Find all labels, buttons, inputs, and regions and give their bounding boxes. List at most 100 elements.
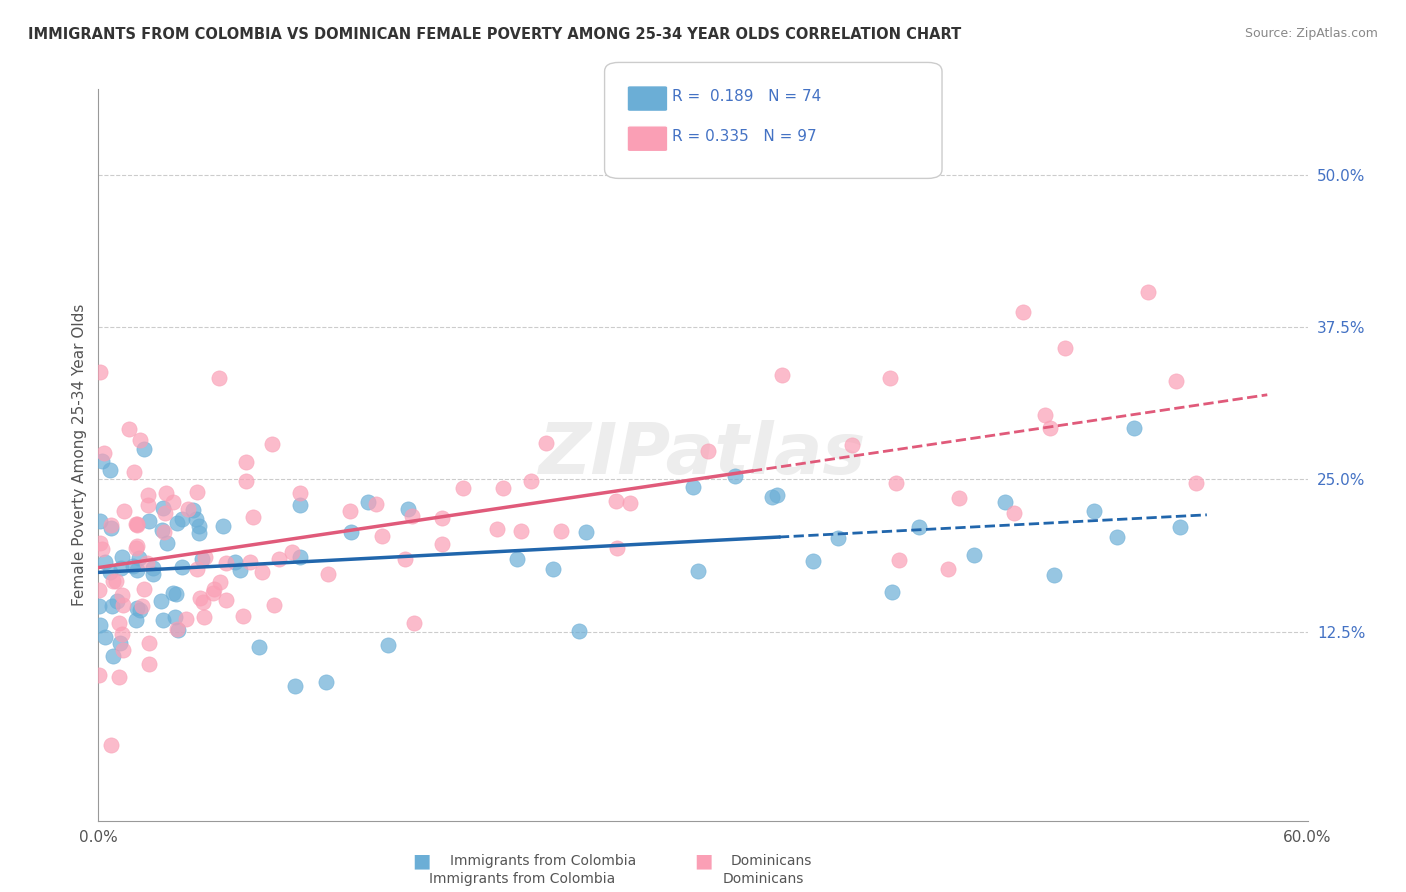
Dominicans xyxy=(207,370,229,384)
Immigrants from Colombia xyxy=(181,503,204,517)
Immigrants from Colombia xyxy=(98,463,121,477)
Immigrants from Colombia xyxy=(1107,530,1129,544)
Dominicans xyxy=(136,488,159,502)
Dominicans xyxy=(267,552,290,566)
Dominicans xyxy=(263,599,285,613)
Dominicans xyxy=(174,612,197,626)
Dominicans xyxy=(132,582,155,596)
Dominicans xyxy=(401,508,423,523)
Immigrants from Colombia xyxy=(568,624,591,638)
Immigrants from Colombia xyxy=(142,567,165,582)
Immigrants from Colombia xyxy=(190,551,212,566)
Immigrants from Colombia xyxy=(211,519,233,533)
Dominicans xyxy=(107,670,129,684)
Dominicans xyxy=(122,465,145,479)
Dominicans xyxy=(394,551,416,566)
Dominicans xyxy=(103,574,125,588)
Dominicans xyxy=(366,497,388,511)
Text: ZIPatlas: ZIPatlas xyxy=(540,420,866,490)
Dominicans xyxy=(605,493,627,508)
Dominicans xyxy=(1137,285,1160,299)
Immigrants from Colombia xyxy=(125,564,148,578)
Immigrants from Colombia xyxy=(98,565,121,579)
Dominicans xyxy=(1164,374,1187,388)
Dominicans xyxy=(879,371,901,385)
Dominicans xyxy=(111,598,134,612)
Dominicans xyxy=(193,609,215,624)
Dominicans xyxy=(138,657,160,671)
Immigrants from Colombia xyxy=(89,618,111,632)
Dominicans xyxy=(152,524,174,539)
Immigrants from Colombia xyxy=(89,514,111,528)
Immigrants from Colombia xyxy=(100,521,122,535)
Text: IMMIGRANTS FROM COLOMBIA VS DOMINICAN FEMALE POVERTY AMONG 25-34 YEAR OLDS CORRE: IMMIGRANTS FROM COLOMBIA VS DOMINICAN FE… xyxy=(28,27,962,42)
Dominicans xyxy=(100,518,122,533)
Immigrants from Colombia xyxy=(315,674,337,689)
Immigrants from Colombia xyxy=(110,561,132,575)
Dominicans xyxy=(209,574,232,589)
Dominicans xyxy=(186,562,208,576)
Dominicans xyxy=(104,574,127,588)
Dominicans xyxy=(112,504,135,518)
Dominicans xyxy=(606,541,628,555)
Text: Immigrants from Colombia: Immigrants from Colombia xyxy=(429,871,614,886)
Immigrants from Colombia xyxy=(89,599,111,614)
Immigrants from Colombia xyxy=(152,524,174,538)
Dominicans xyxy=(1033,408,1056,422)
Dominicans xyxy=(191,595,214,609)
Dominicans xyxy=(260,436,283,450)
Dominicans xyxy=(887,553,910,567)
Dominicans xyxy=(534,436,557,450)
Immigrants from Colombia xyxy=(339,524,361,539)
Immigrants from Colombia xyxy=(165,587,187,601)
Immigrants from Colombia xyxy=(880,584,903,599)
Dominicans xyxy=(131,599,153,614)
Text: R =  0.189   N = 74: R = 0.189 N = 74 xyxy=(672,89,821,103)
Text: Source: ZipAtlas.com: Source: ZipAtlas.com xyxy=(1244,27,1378,40)
Dominicans xyxy=(371,529,394,543)
Immigrants from Colombia xyxy=(124,613,146,627)
Immigrants from Colombia xyxy=(90,453,112,467)
Dominicans xyxy=(215,592,238,607)
Immigrants from Colombia xyxy=(122,559,145,574)
Immigrants from Colombia xyxy=(149,594,172,608)
Dominicans xyxy=(235,455,257,469)
Dominicans xyxy=(948,491,970,506)
Dominicans xyxy=(89,365,111,379)
Text: Immigrants from Colombia: Immigrants from Colombia xyxy=(450,854,636,868)
Y-axis label: Female Poverty Among 25-34 Year Olds: Female Poverty Among 25-34 Year Olds xyxy=(72,304,87,606)
Immigrants from Colombia xyxy=(187,526,209,541)
Dominicans xyxy=(188,591,211,605)
Dominicans xyxy=(486,522,509,536)
Immigrants from Colombia xyxy=(1083,503,1105,517)
Immigrants from Colombia xyxy=(290,549,312,564)
Immigrants from Colombia xyxy=(101,599,124,614)
Immigrants from Colombia xyxy=(93,555,115,569)
Text: Dominicans: Dominicans xyxy=(723,871,804,886)
Immigrants from Colombia xyxy=(1043,567,1066,582)
Dominicans xyxy=(290,485,312,500)
Immigrants from Colombia xyxy=(224,555,246,569)
Immigrants from Colombia xyxy=(688,565,710,579)
Dominicans xyxy=(118,421,141,435)
Immigrants from Colombia xyxy=(128,551,150,566)
Dominicans xyxy=(89,535,111,549)
Immigrants from Colombia xyxy=(166,623,188,637)
Immigrants from Colombia xyxy=(170,560,193,574)
Dominicans xyxy=(90,541,112,556)
Immigrants from Colombia xyxy=(94,630,117,644)
Dominicans xyxy=(93,446,115,460)
Immigrants from Colombia xyxy=(125,601,148,615)
Immigrants from Colombia xyxy=(284,680,307,694)
Dominicans xyxy=(110,626,132,640)
Dominicans xyxy=(100,738,122,752)
Dominicans xyxy=(177,502,200,516)
Dominicans xyxy=(127,518,149,533)
Immigrants from Colombia xyxy=(908,520,931,534)
Immigrants from Colombia xyxy=(152,613,174,627)
Dominicans xyxy=(250,566,273,580)
Immigrants from Colombia xyxy=(138,514,160,528)
Immigrants from Colombia xyxy=(396,502,419,516)
Immigrants from Colombia xyxy=(801,554,824,568)
Dominicans xyxy=(430,536,453,550)
